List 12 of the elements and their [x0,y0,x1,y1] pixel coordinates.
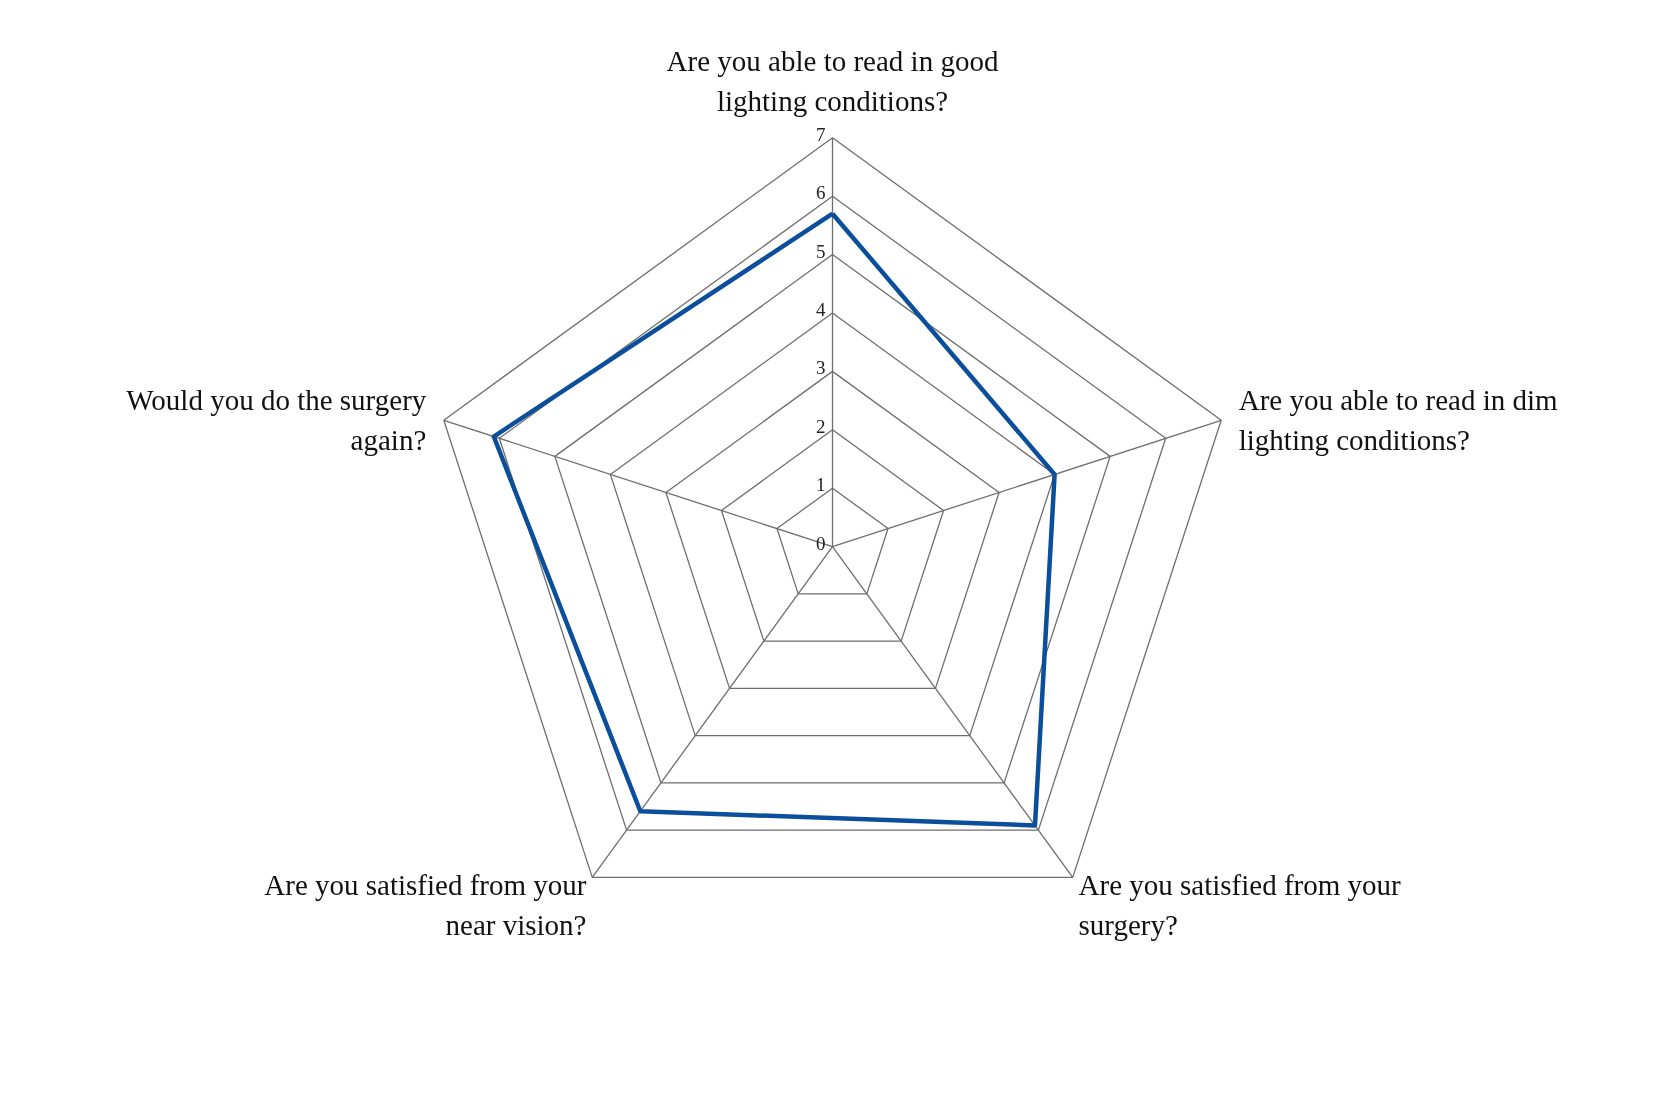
spoke-label: Would you do the surgery again? [126,384,427,457]
spoke-label: Are you satisfied from your surgery? [1078,868,1402,941]
y-tick-label: 1 [815,474,826,496]
y-tick-label: 6 [815,182,826,204]
y-tick-label: 7 [815,123,826,145]
y-tick-label: 3 [815,357,826,379]
spoke-label: Are you able to read in good lighting conditions? [666,45,999,118]
y-tick-label: 2 [815,415,826,437]
spoke-label: Are you satisfied from your near vision? [264,868,587,941]
spoke-label: Are you able to read in dim lighting conditions? [1238,384,1559,457]
y-tick-label: 5 [815,240,826,262]
y-tick-label: 4 [815,298,826,320]
